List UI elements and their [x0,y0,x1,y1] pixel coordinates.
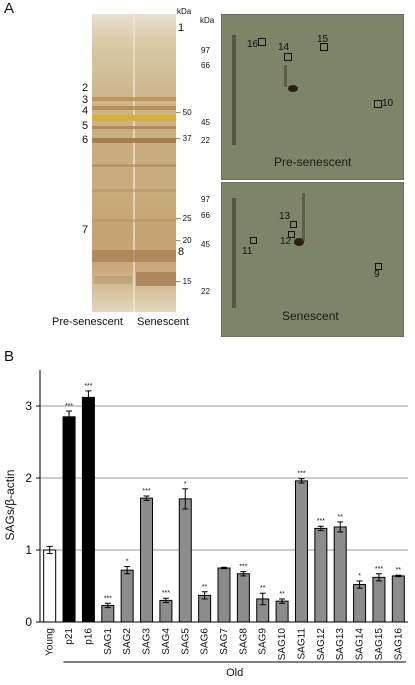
significance-mark: *** [65,403,73,410]
band-number-3: 3 [82,94,89,106]
bar-sag15 [372,576,386,623]
x-tick-label: Young [45,628,56,656]
band-number-1: 1 [178,22,185,34]
significance-mark: *** [104,595,112,602]
x-tick-label: SAG14 [355,628,366,661]
significance-mark: * [184,481,187,488]
gel-marker-15: – 15 [176,277,192,286]
gel-lane-label-pre-senescent: Pre-senescent [52,316,123,328]
band-number-5: 5 [82,120,89,132]
x-tick-label: SAG11 [296,628,307,660]
x-tick-label: SAG7 [219,628,230,655]
group-label-old: Old [226,667,243,679]
blot-top-marker-22: 22 [201,136,210,145]
spot-15: 15 [317,34,329,45]
bar-sag8 [236,573,250,623]
band-number-6: 6 [82,134,89,146]
bar-sag13 [333,526,347,623]
significance-mark: *** [375,566,383,573]
bar-sag16 [391,575,405,623]
x-tick-label: SAG6 [200,628,211,655]
blot-top-marker-66: 66 [201,61,210,70]
bar-young [43,549,57,623]
x-tick-label: p21 [64,628,75,645]
significance-mark: ** [337,514,343,521]
significance-mark: * [358,573,361,580]
bar-sag4 [159,599,173,623]
significance-mark: * [126,559,129,566]
significance-mark: *** [239,564,247,571]
spot-16: 16 [247,39,259,50]
gel-kda-header: kDa [177,7,192,16]
blot-senescent-title: Senescent [282,309,339,323]
x-tick-label: SAG5 [180,628,191,655]
significance-mark: *** [84,383,92,390]
spot-10: 10 [382,98,394,109]
significance-mark: ** [396,567,402,574]
blot-top-marker-97: 97 [201,46,210,55]
band-number-2: 2 [82,82,89,94]
band-number-7: 7 [82,224,89,236]
x-tick-label: SAG2 [122,628,133,655]
blot-bottom-marker-22: 22 [201,287,210,296]
significance-mark: *** [162,590,170,597]
bar-p21 [62,416,76,623]
spot-12: 12 [280,236,292,247]
bar-sag5 [178,498,192,623]
y-tick-label: 3 [25,399,32,413]
x-tick-label: SAG16 [393,628,404,661]
y-tick-label: 2 [25,471,32,485]
x-tick-label: SAG1 [103,628,114,655]
band-number-4: 4 [82,105,89,117]
blot-pre-senescent: Pre-senescent 16 14 15 10 [221,14,404,180]
x-tick-label: SAG4 [161,628,172,655]
significance-mark: ** [202,584,208,591]
gel-marker-20: – 20 [176,236,192,245]
bar-sag14 [353,584,367,623]
blot-bottom-marker-45: 45 [201,240,210,249]
significance-mark: *** [317,518,325,525]
x-tick-label: SAG8 [238,628,249,655]
x-tick-label: SAG3 [142,628,153,655]
blot-top-marker-45: 45 [201,118,210,127]
significance-mark: *** [297,471,305,478]
spot-9: 9 [374,269,380,280]
bar-sag3 [140,497,154,623]
gel-lane-label-senescent: Senescent [137,316,189,328]
y-tick-label: 0 [25,615,32,629]
bar-sag7 [217,567,231,623]
blot-bottom-marker-66: 66 [201,211,210,220]
band-number-8: 8 [178,246,185,258]
bar-sag11 [294,480,308,623]
spot-13: 13 [279,211,291,222]
x-tick-label: SAG10 [277,628,288,661]
x-tick-label: SAG9 [258,628,269,655]
x-tick-label: SAG15 [374,628,385,661]
y-axis-label: SAGs/β-actin [3,470,17,541]
significance-mark: *** [142,488,150,495]
spot-11: 11 [242,246,253,257]
panel-b-letter: B [4,348,15,365]
blot-pre-senescent-title: Pre-senescent [274,155,352,169]
spot-14: 14 [278,42,290,53]
significance-mark: ** [260,585,266,592]
silver-stained-gel [92,14,176,312]
y-tick-label: 1 [25,543,32,557]
blot-senescent: Senescent 13 12 11 9 [221,182,404,337]
bar-sag10 [275,600,289,623]
blot-kda-header: kDa [200,16,215,25]
bar-sag12 [314,527,328,623]
gel-marker-37: – 37 [176,134,192,143]
blot-bottom-marker-97: 97 [201,195,210,204]
gel-marker-50: – 50 [176,108,192,117]
x-tick-label: SAG12 [316,628,327,661]
panel-a-letter: A [4,0,15,17]
x-tick-label: p16 [83,628,94,645]
x-tick-label: SAG13 [335,628,346,661]
gel-marker-25: – 25 [176,214,192,223]
bar-p16 [81,396,95,623]
significance-mark: ** [279,591,285,598]
bar-sag2 [120,569,134,623]
